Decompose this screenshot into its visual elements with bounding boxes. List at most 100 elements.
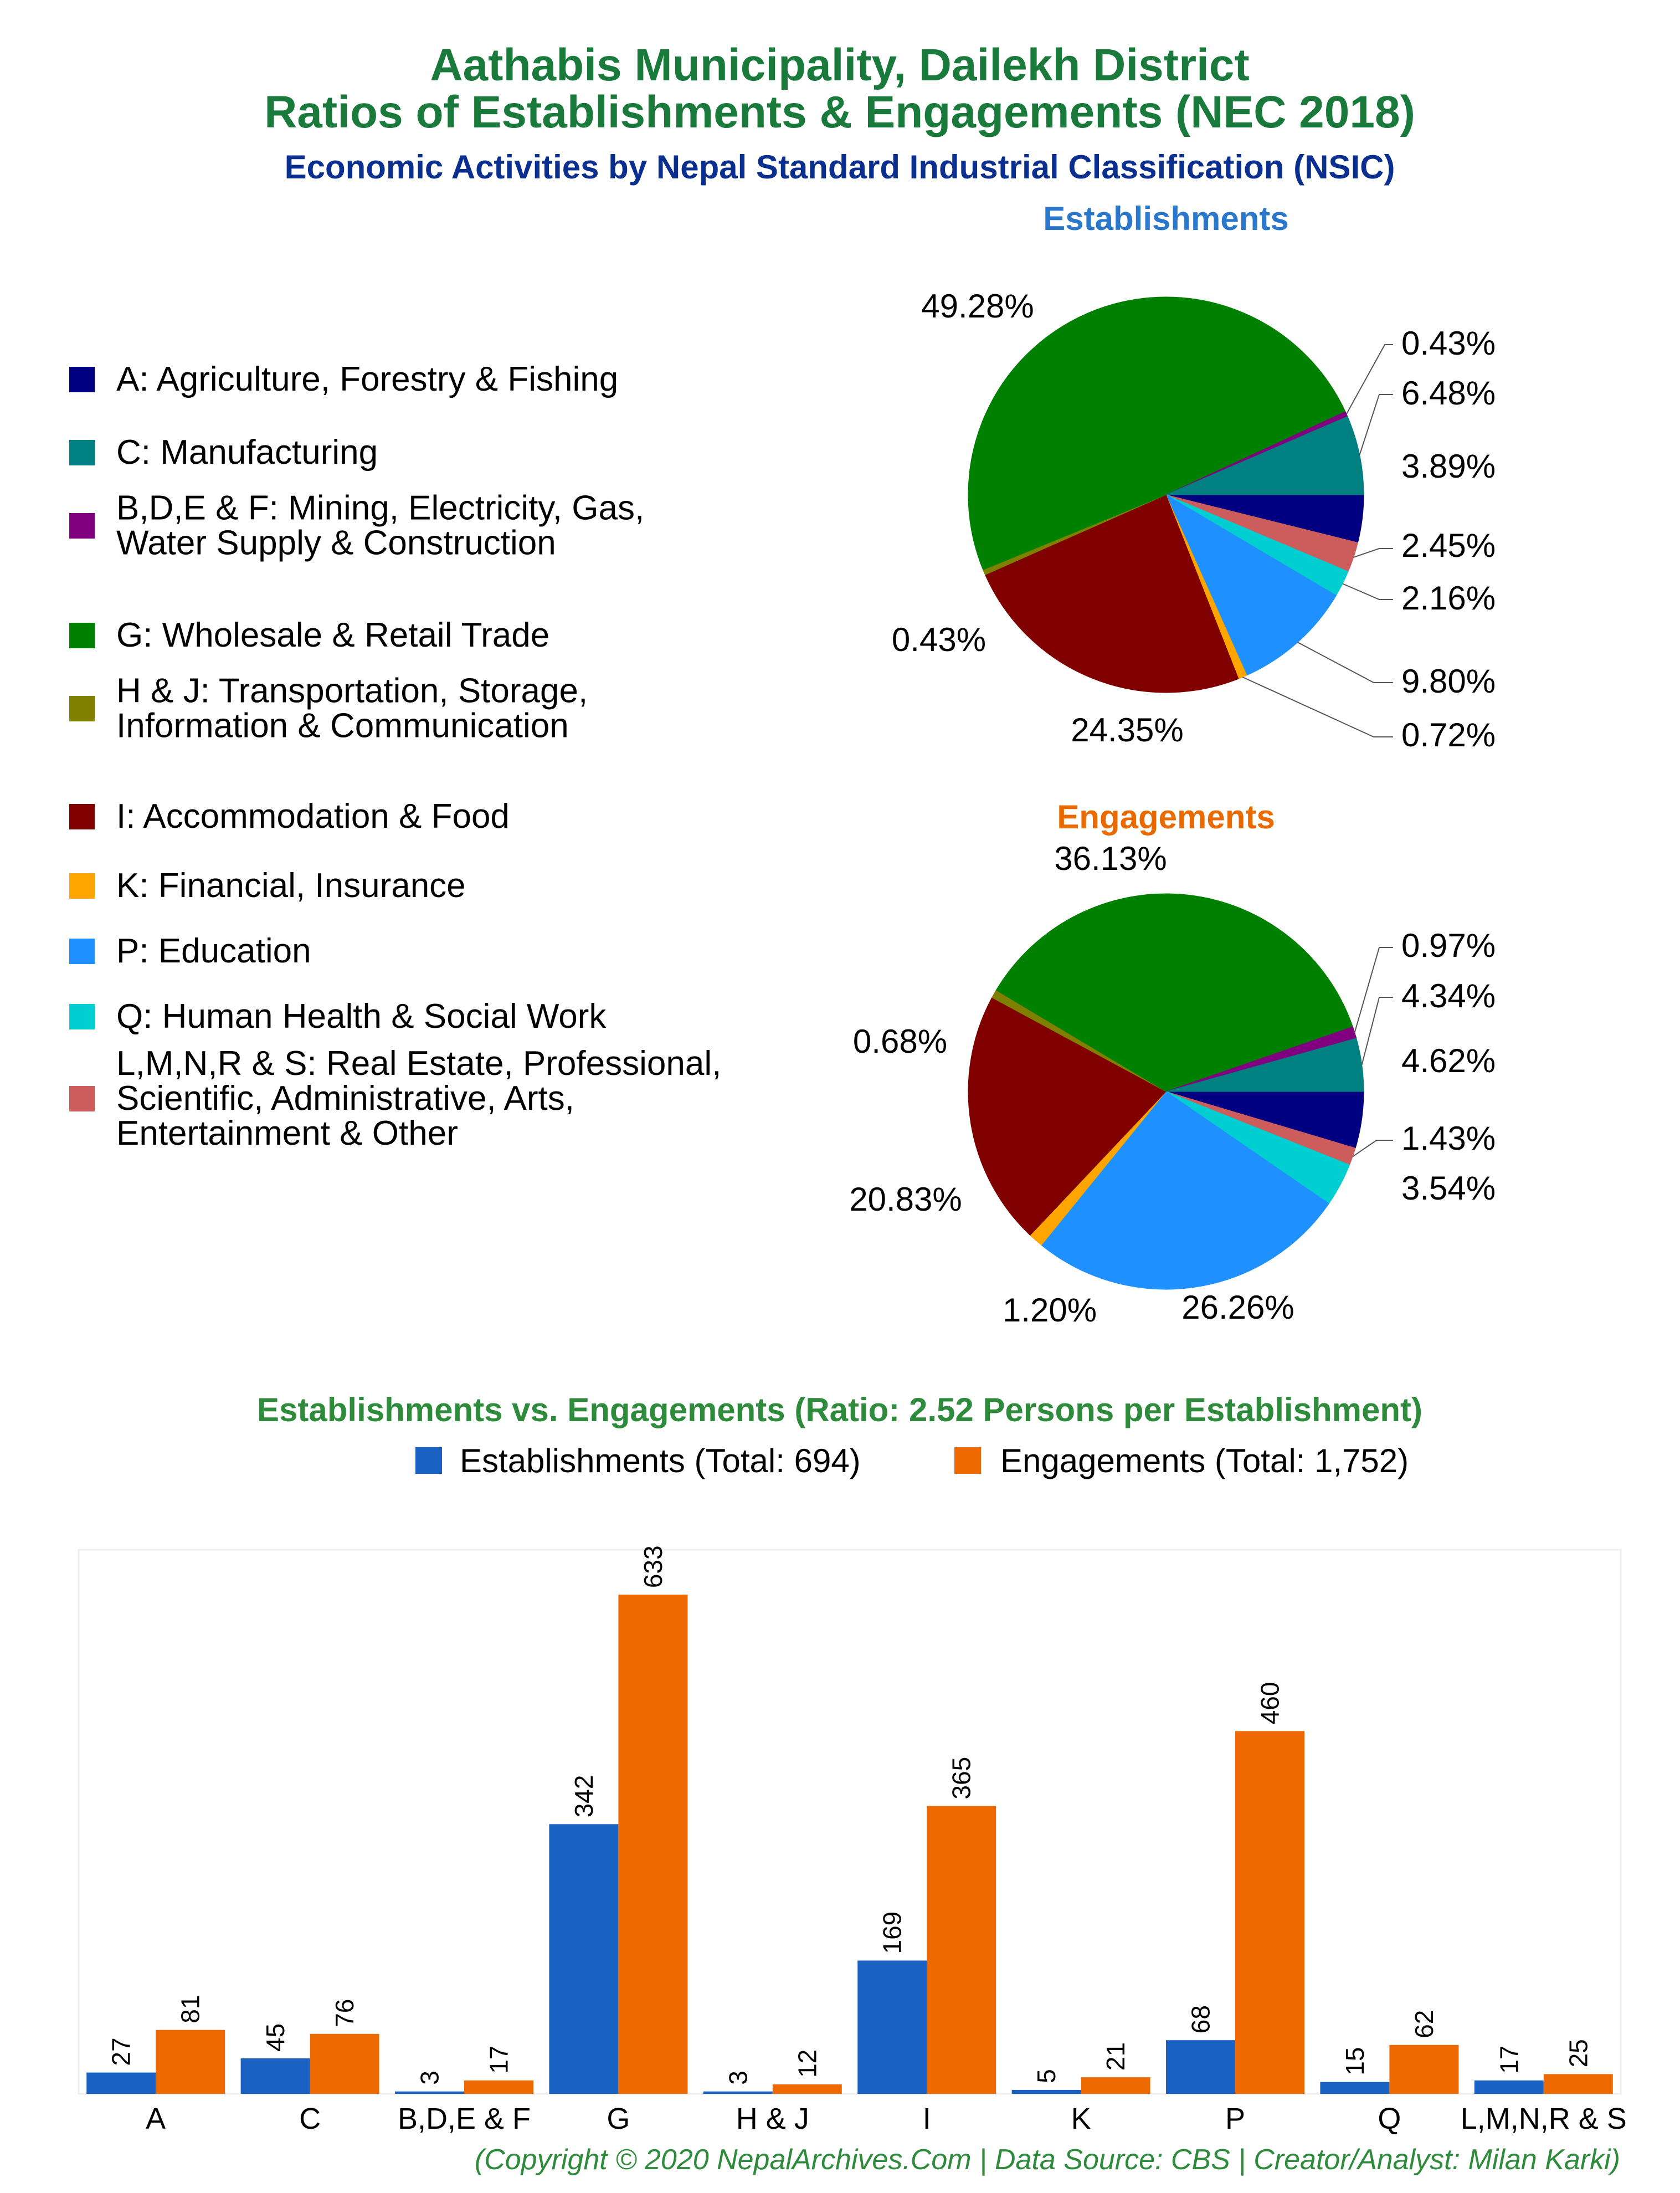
engagements-value-label: 62	[1410, 2010, 1438, 2038]
pie-label-hj: 0.43%	[892, 621, 986, 658]
legend-label-lmnrs: L,M,N,R & S: Real Estate, Professional,	[116, 1044, 721, 1083]
engagements-bar	[1081, 2077, 1150, 2094]
legend-label-g: G: Wholesale & Retail Trade	[116, 616, 549, 654]
engagements-value-label: 81	[176, 1995, 205, 2023]
x-tick-label: A	[146, 2102, 166, 2135]
pie-leader-line	[1352, 1140, 1393, 1157]
establishments-pie-title: Establishments	[1043, 200, 1288, 237]
establishments-bar	[1166, 2040, 1235, 2094]
legend-label-hj: H & J: Transportation, Storage,	[116, 672, 588, 710]
footer-credit: (Copyright © 2020 NepalArchives.Com | Da…	[475, 2144, 1620, 2176]
legend-label-i: I: Accommodation & Food	[116, 797, 510, 836]
engagements-bar	[464, 2080, 533, 2094]
bar-plot-area	[78, 1549, 1622, 2095]
engagements-bar	[1389, 2045, 1459, 2094]
pie-leader-line	[1297, 642, 1393, 683]
x-tick-label: P	[1225, 2102, 1245, 2135]
engagements-value-label: 25	[1564, 2039, 1592, 2067]
establishments-value-label: 5	[1032, 2069, 1061, 2083]
engagements-value-label: 365	[947, 1757, 976, 1800]
x-tick-label: K	[1071, 2102, 1091, 2135]
establishments-bar	[86, 2072, 156, 2094]
engagements-bar	[1235, 1731, 1304, 2094]
engagements-bar	[618, 1595, 688, 2094]
pie-label-a: 3.89%	[1401, 448, 1496, 485]
x-tick-label: Q	[1378, 2102, 1401, 2135]
legend-label-bdef: B,D,E & F: Mining, Electricity, Gas,	[116, 489, 644, 527]
establishments-value-label: 3	[723, 2071, 752, 2085]
x-tick-label: H & J	[736, 2102, 809, 2135]
legend-label-establishments: Establishments (Total: 694)	[460, 1442, 861, 1479]
establishments-bar	[240, 2058, 310, 2094]
pie-leader-line	[1342, 583, 1393, 600]
pie-slice-i	[968, 997, 1167, 1236]
pie-label-bdef: 0.97%	[1401, 927, 1496, 964]
pie-label-lmnrs: 1.43%	[1401, 1120, 1496, 1157]
pie-leader-line	[1353, 548, 1393, 558]
establishments-value-label: 342	[569, 1775, 598, 1818]
x-tick-label: B,D,E & F	[398, 2102, 531, 2135]
engagements-value-label: 633	[639, 1545, 667, 1588]
engagements-value-label: 12	[793, 2049, 821, 2078]
legend-swatch-c	[69, 440, 95, 465]
legend-label-engagements: Engagements (Total: 1,752)	[1000, 1442, 1409, 1479]
pie-slice-g	[995, 893, 1353, 1092]
bar-chart-title: Establishments vs. Engagements (Ratio: 2…	[257, 1391, 1422, 1428]
pie-label-lmnrs: 2.45%	[1401, 527, 1496, 564]
legend-label-k: K: Financial, Insurance	[116, 867, 466, 905]
establishments-bar	[1474, 2080, 1544, 2094]
legend-swatch-i	[69, 804, 95, 829]
engagements-bar	[772, 2084, 842, 2094]
engagements-value-label: 17	[485, 2046, 513, 2074]
pie-label-bdef: 0.43%	[1401, 325, 1496, 362]
chart-subtitle: Economic Activities by Nepal Standard In…	[285, 148, 1395, 186]
engagements-bar	[1543, 2074, 1613, 2094]
legend-label-hj: Information & Communication	[116, 707, 569, 745]
bar-chart: 27 81 A 45 76 C 3 17 B,D,E & F 342 633 G 3 12 H & J 169…	[86, 1545, 1627, 2135]
pie-slice-p	[1041, 1091, 1329, 1290]
chart-title-line2: Ratios of Establishments & Engagements (…	[264, 87, 1415, 137]
legend-swatch-bdef	[69, 513, 95, 539]
pie-label-a: 4.62%	[1401, 1042, 1496, 1079]
legend-swatch-lmnrs	[69, 1086, 95, 1111]
x-tick-label: L,M,N,R & S	[1461, 2102, 1627, 2135]
legend-swatch-p	[69, 939, 95, 964]
x-tick-label: G	[607, 2102, 630, 2135]
establishments-value-label: 45	[261, 2023, 290, 2052]
pie-leader-line	[1346, 344, 1393, 414]
engagements-bar	[927, 1806, 996, 2094]
establishments-bar	[857, 1960, 927, 2094]
establishments-bar	[395, 2091, 464, 2094]
legend-label-lmnrs: Entertainment & Other	[116, 1114, 458, 1152]
legend-swatch-a	[69, 367, 95, 392]
legend-label-p: P: Education	[116, 932, 311, 970]
legend-label-c: C: Manufacturing	[116, 433, 378, 472]
legend-label-lmnrs: Scientific, Administrative, Arts,	[116, 1079, 574, 1118]
pie-label-q: 3.54%	[1401, 1170, 1496, 1207]
engagements-pie-title: Engagements	[1057, 798, 1275, 836]
pie-label-p: 9.80%	[1401, 663, 1496, 700]
establishments-value-label: 169	[878, 1912, 907, 1954]
engagements-pie: 4.62% 1.43% 3.54% 26.26% 1.20% 20.83% 0.68% 36.…	[849, 840, 1496, 1329]
bar-chart-legend: Establishments (Total: 694) Engagements …	[415, 1442, 1409, 1479]
legend-swatch-g	[69, 623, 95, 648]
pie-leader-line	[1242, 677, 1393, 737]
pie-leader-line	[1361, 997, 1393, 1065]
legend-swatch-k	[69, 873, 95, 899]
legend-swatch-engagements	[954, 1447, 981, 1474]
pie-slice-c	[1165, 1038, 1364, 1092]
pie-leader-line	[1359, 394, 1393, 455]
establishments-value-label: 15	[1340, 2047, 1369, 2076]
pie-leader-line	[1354, 947, 1393, 1033]
establishments-value-label: 27	[107, 2037, 136, 2066]
pie-label-i: 24.35%	[1071, 711, 1184, 749]
establishments-pie: 3.89% 2.45% 2.16% 9.80% 0.72% 24.35% 0.43% 49.2…	[892, 288, 1496, 754]
pie-label-q: 2.16%	[1401, 580, 1496, 617]
pie-label-p: 26.26%	[1181, 1289, 1294, 1326]
establishments-bar	[549, 1824, 619, 2094]
engagements-bar	[310, 2033, 379, 2094]
legend-label-a: A: Agriculture, Forestry & Fishing	[116, 360, 618, 398]
pie-slice-c	[1165, 416, 1364, 495]
engagements-value-label: 460	[1256, 1682, 1285, 1725]
pie-label-k: 1.20%	[1003, 1292, 1097, 1329]
